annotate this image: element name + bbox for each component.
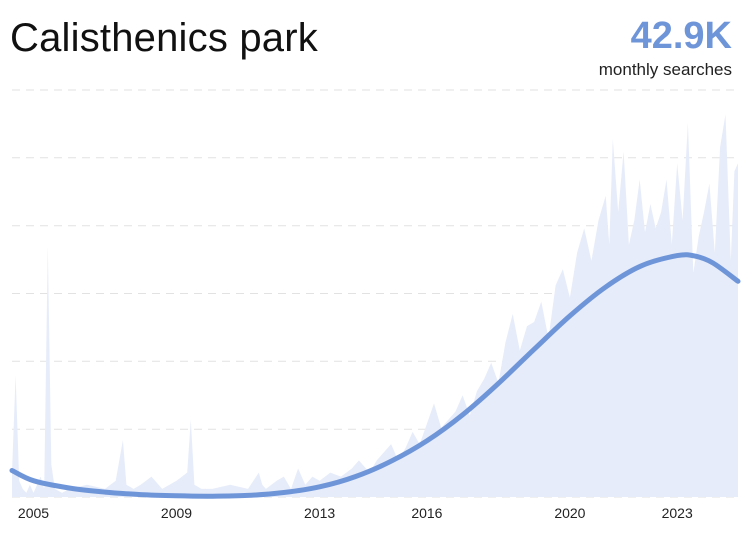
search-volume-area bbox=[12, 114, 738, 498]
trend-line-layer bbox=[9, 252, 741, 499]
x-tick-label: 2005 bbox=[18, 505, 49, 521]
monthly-searches-label: monthly searches bbox=[598, 60, 732, 79]
x-tick-label: 2013 bbox=[304, 505, 335, 521]
page-title: Calisthenics park bbox=[10, 16, 318, 60]
search-volume-area-layer bbox=[12, 114, 738, 498]
monthly-searches-value: 42.9K bbox=[630, 15, 732, 57]
x-axis: 2005 2009 2013 2016 2020 2023 bbox=[18, 505, 693, 521]
x-tick-label: 2009 bbox=[161, 505, 192, 521]
trend-line bbox=[9, 252, 741, 499]
x-tick-label: 2016 bbox=[411, 505, 442, 521]
search-volume-stat: 42.9K monthly searches bbox=[599, 14, 732, 80]
x-tick-label: 2020 bbox=[554, 505, 585, 521]
x-tick-label: 2023 bbox=[662, 505, 693, 521]
